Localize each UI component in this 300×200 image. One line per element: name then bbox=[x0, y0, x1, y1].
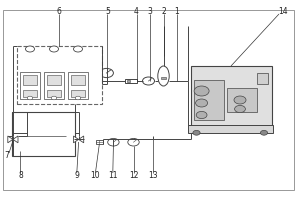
Bar bbox=[226, 88, 256, 112]
Bar bbox=[127, 80, 130, 82]
Circle shape bbox=[193, 130, 200, 135]
Text: 9: 9 bbox=[74, 171, 79, 180]
Text: 2: 2 bbox=[162, 6, 167, 16]
Text: 14: 14 bbox=[279, 6, 288, 16]
Bar bbox=[256, 73, 268, 84]
Text: 13: 13 bbox=[148, 171, 158, 180]
Polygon shape bbox=[74, 136, 79, 143]
Circle shape bbox=[108, 138, 119, 146]
Text: 3: 3 bbox=[148, 6, 152, 16]
Circle shape bbox=[128, 138, 139, 146]
Polygon shape bbox=[13, 136, 18, 143]
Text: 5: 5 bbox=[105, 6, 110, 16]
Text: 1: 1 bbox=[175, 6, 179, 16]
Bar bbox=[188, 125, 273, 133]
Bar bbox=[71, 75, 85, 85]
Bar bbox=[71, 90, 85, 97]
Circle shape bbox=[74, 46, 82, 52]
Text: 10: 10 bbox=[91, 171, 100, 180]
Bar bbox=[190, 66, 272, 130]
Circle shape bbox=[194, 86, 209, 96]
Bar bbox=[23, 75, 37, 85]
Circle shape bbox=[51, 96, 57, 100]
Bar bbox=[161, 77, 166, 79]
Circle shape bbox=[260, 130, 268, 135]
Bar bbox=[23, 90, 37, 97]
Circle shape bbox=[235, 105, 245, 113]
Text: 8: 8 bbox=[18, 171, 23, 180]
Bar bbox=[16, 46, 102, 104]
Bar bbox=[12, 112, 75, 156]
Bar bbox=[44, 72, 64, 99]
Circle shape bbox=[26, 46, 34, 52]
Bar bbox=[194, 80, 224, 120]
Circle shape bbox=[196, 99, 208, 107]
Bar bbox=[20, 72, 40, 99]
Circle shape bbox=[27, 96, 33, 100]
Text: 11: 11 bbox=[108, 171, 118, 180]
Text: 7: 7 bbox=[4, 152, 9, 160]
Circle shape bbox=[142, 77, 154, 85]
Circle shape bbox=[234, 96, 246, 104]
Circle shape bbox=[196, 111, 207, 119]
Bar bbox=[124, 79, 137, 83]
Bar bbox=[68, 72, 88, 99]
Circle shape bbox=[100, 68, 113, 78]
Bar bbox=[47, 90, 61, 97]
Ellipse shape bbox=[158, 66, 169, 86]
Polygon shape bbox=[79, 136, 84, 143]
Bar bbox=[96, 140, 103, 144]
Text: 4: 4 bbox=[134, 6, 139, 16]
Circle shape bbox=[75, 96, 81, 100]
Circle shape bbox=[50, 46, 58, 52]
Bar bbox=[47, 75, 61, 85]
Text: 6: 6 bbox=[56, 6, 61, 16]
Text: 12: 12 bbox=[129, 171, 138, 180]
Polygon shape bbox=[8, 136, 13, 143]
